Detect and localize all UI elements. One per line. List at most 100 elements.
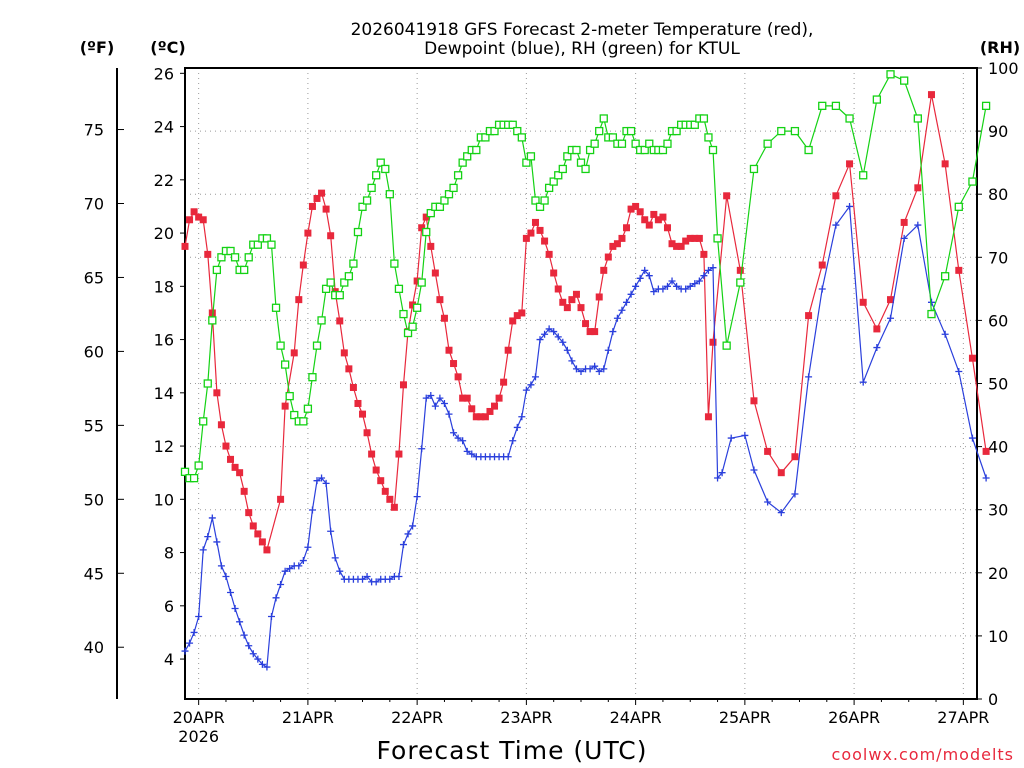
rh-point xyxy=(308,373,317,382)
rh-point xyxy=(968,177,977,186)
2-meter-temperature-point xyxy=(354,399,362,407)
x-tick-label: 27APR xyxy=(937,708,989,727)
source-credit: coolwx.com/modelts xyxy=(832,745,1014,764)
rh-point xyxy=(180,467,190,476)
2-meter-temperature-point xyxy=(668,240,676,248)
dewpoint-point xyxy=(818,285,826,293)
dewpoint-point xyxy=(318,474,326,482)
rh-point xyxy=(358,202,367,211)
rh-point xyxy=(312,341,322,350)
c-tick-label: 26 xyxy=(154,64,174,83)
2-meter-temperature-point xyxy=(663,224,671,232)
rh-point xyxy=(217,253,226,262)
rh-point xyxy=(280,360,290,369)
dewpoint-point xyxy=(900,234,908,242)
rh-point xyxy=(531,196,540,205)
2-meter-temperature-point xyxy=(645,221,653,229)
rh-point xyxy=(449,183,458,193)
f-tick-label: 75 xyxy=(84,121,104,140)
rh-point xyxy=(981,101,991,111)
rh-point xyxy=(608,133,618,142)
2-meter-temperature-point xyxy=(541,237,549,245)
rh-point xyxy=(540,196,549,205)
dewpoint-point xyxy=(409,522,417,530)
dewpoint-point xyxy=(645,272,653,280)
rh-point xyxy=(335,291,344,300)
rh-tick-label: 40 xyxy=(988,438,1008,457)
dewpoint-point xyxy=(322,479,330,487)
dewpoint-point xyxy=(727,434,735,442)
x-tick-label: 25APR xyxy=(719,708,771,727)
dewpoint-point xyxy=(190,628,198,636)
rh-point xyxy=(704,133,713,142)
dewpoint-point xyxy=(791,490,799,498)
dewpoint-point xyxy=(522,386,530,394)
rh-point xyxy=(585,145,595,155)
2-meter-temperature-point xyxy=(900,218,908,226)
rh-point xyxy=(367,183,376,193)
2-meter-temperature-point xyxy=(818,261,826,269)
rh-point xyxy=(900,76,909,85)
dewpoint-point xyxy=(527,381,535,389)
2-meter-temperature-point xyxy=(377,477,385,485)
2-meter-temperature-point xyxy=(254,530,262,538)
dewpoint-point xyxy=(536,336,544,344)
rh-point xyxy=(777,126,786,136)
rh-point xyxy=(385,190,394,199)
rh-point xyxy=(412,303,422,312)
2-meter-temperature-point xyxy=(627,205,635,213)
f-tick-label: 45 xyxy=(84,564,104,583)
grid-lines xyxy=(185,68,977,699)
chart-title-line-2: Dewpoint (blue), RH (green) for KTUL xyxy=(424,39,740,59)
dewpoint-point xyxy=(217,562,225,570)
2-meter-temperature-point xyxy=(805,312,813,320)
rh-point xyxy=(271,303,281,312)
rh-point xyxy=(353,227,363,237)
2-meter-temperature-point xyxy=(359,410,367,418)
dewpoint-point xyxy=(222,573,230,581)
dewpoint-point xyxy=(245,642,253,650)
2-meter-temperature-point xyxy=(477,413,485,421)
rh-point xyxy=(576,158,586,167)
rh-series xyxy=(180,70,991,483)
2-meter-temperature-point xyxy=(846,160,854,168)
2-meter-temperature-point xyxy=(545,250,553,258)
2-meter-temperature-point xyxy=(213,389,221,397)
c-tick-label: 22 xyxy=(154,171,174,190)
2-meter-temperature-point xyxy=(695,234,703,242)
rh-point xyxy=(927,309,936,319)
rh-point xyxy=(563,152,572,161)
rh-point xyxy=(417,278,426,287)
dewpoint-point xyxy=(613,314,621,322)
2-meter-temperature-point xyxy=(650,210,658,218)
2-meter-temperature-point xyxy=(577,304,585,312)
rh-point xyxy=(913,114,922,123)
dewpoint-point xyxy=(418,445,426,453)
2-meter-temperature-point xyxy=(199,216,207,224)
2-meter-temperature-point xyxy=(345,365,353,373)
dewpoint-point xyxy=(568,357,576,365)
rh-point xyxy=(599,114,608,123)
rh-point xyxy=(463,152,472,161)
dewpoint-point xyxy=(304,543,312,551)
rh-point xyxy=(572,145,581,155)
c-tick-label: 8 xyxy=(164,544,174,563)
rh-point xyxy=(472,145,481,155)
2-meter-temperature-point xyxy=(859,298,867,306)
f-tick-label: 55 xyxy=(84,416,104,435)
2-meter-temperature-point xyxy=(686,234,694,242)
rh-point xyxy=(276,341,285,350)
rh-point xyxy=(362,196,372,205)
dewpoint-point xyxy=(327,527,335,535)
dewpoint-point xyxy=(227,589,235,597)
2-meter-temperature-point xyxy=(349,383,357,391)
dewpoint-point xyxy=(254,655,262,663)
rh-point xyxy=(440,196,449,205)
rh-point xyxy=(481,133,490,142)
dewpoint-point xyxy=(700,272,708,280)
2-meter-temperature-point xyxy=(277,495,285,503)
rh-point xyxy=(444,190,454,199)
dewpoint-point xyxy=(968,434,976,442)
rh-point xyxy=(321,284,331,294)
